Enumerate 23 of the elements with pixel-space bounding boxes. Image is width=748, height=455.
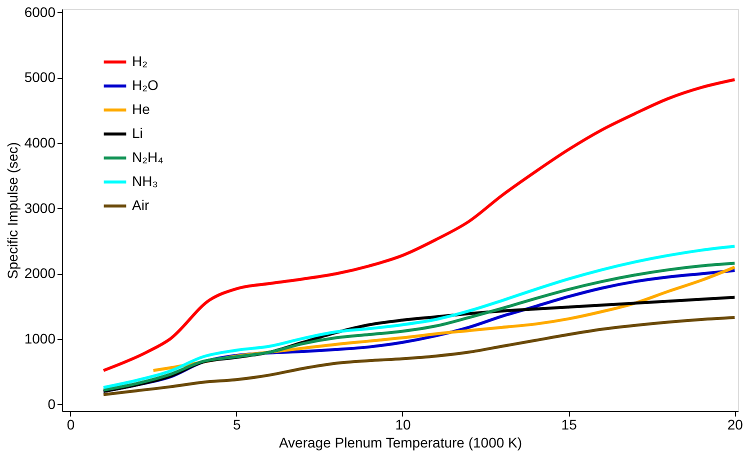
- y-tick-label: 3000: [24, 200, 56, 216]
- y-tick-label: 4000: [24, 134, 56, 150]
- x-tick-label: 0: [66, 416, 75, 432]
- legend-label: N₂H₄: [132, 149, 164, 165]
- y-tick-label: 5000: [24, 69, 56, 86]
- y-axis-title: Specific Impulse (sec): [4, 142, 20, 279]
- line-series: [102, 316, 736, 396]
- legend-label: H₂O: [132, 77, 159, 93]
- x-tick-label: 10: [395, 416, 411, 432]
- y-tick-label: 0: [48, 396, 56, 412]
- y-tick-label: 2000: [24, 265, 56, 282]
- x-tick-label: 5: [233, 416, 241, 432]
- legend-label: Air: [132, 197, 150, 213]
- x-tick-label: 20: [727, 416, 744, 432]
- legend-label: NH₃: [132, 173, 158, 189]
- legend-label: He: [132, 101, 150, 117]
- legend-label: H₂: [132, 53, 148, 69]
- x-tick-label: 15: [561, 416, 578, 432]
- y-tick-label: 1000: [24, 330, 56, 347]
- line-series: [102, 78, 736, 372]
- y-tick-label: 6000: [24, 4, 56, 20]
- legend-label: Li: [132, 125, 143, 141]
- x-axis-title: Average Plenum Temperature (1000 K): [278, 434, 522, 450]
